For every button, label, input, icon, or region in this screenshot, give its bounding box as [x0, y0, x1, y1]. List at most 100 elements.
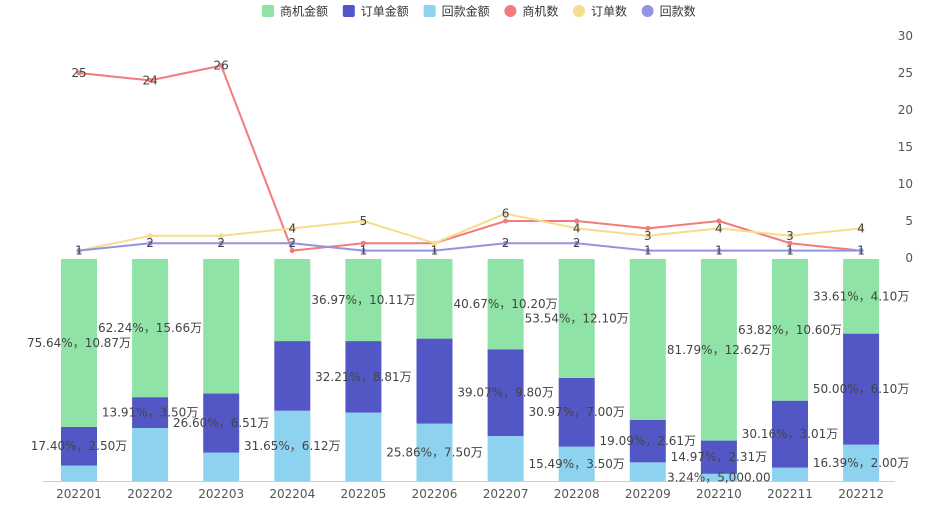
bar-segment — [487, 436, 524, 481]
line-point — [289, 240, 295, 246]
line-point — [360, 248, 366, 254]
line-point — [574, 225, 580, 231]
line-point — [645, 248, 651, 254]
line-point — [574, 218, 580, 224]
bar-data-label: 16.39%，2.00万 — [813, 456, 909, 470]
line-point — [716, 248, 722, 254]
line-data-label: 4 — [715, 221, 723, 235]
line-data-label: 6 — [502, 207, 510, 221]
x-tick-label: 202202 — [127, 487, 173, 501]
bar-data-label: 32.21%，8.81万 — [315, 370, 411, 384]
line-data-label: 26 — [214, 59, 229, 73]
legend-swatch — [262, 5, 274, 17]
line-point — [645, 233, 651, 239]
bar-segment — [487, 349, 524, 437]
legend-item[interactable]: 订单金额 — [342, 4, 409, 19]
line-data-label: 3 — [644, 229, 652, 243]
bar-segment — [345, 412, 382, 481]
line-point — [360, 218, 366, 224]
y-tick-label: 30 — [898, 29, 913, 43]
legend-label: 订单数 — [591, 4, 627, 19]
data-labels: 17.40%，2.50万 75.64%，10.87万 13.91%，3.50万 62.… — [27, 59, 909, 485]
line-point — [858, 225, 864, 231]
y-tick-label: 0 — [905, 251, 913, 265]
line-data-label: 4 — [857, 221, 865, 235]
line-point — [716, 225, 722, 231]
line-point — [147, 77, 153, 83]
legend-item[interactable]: 回款数 — [641, 4, 696, 19]
line-point — [76, 70, 82, 76]
line-data-label: 1 — [857, 244, 865, 258]
legend-label: 商机数 — [522, 4, 558, 19]
line-data-label: 24 — [142, 73, 157, 87]
line-point — [218, 63, 224, 69]
line-point — [218, 240, 224, 246]
line-data-label: 2 — [502, 236, 510, 250]
x-tick-label: 202201 — [56, 487, 102, 501]
line-point — [503, 218, 509, 224]
bar-segment — [274, 341, 311, 411]
legend-item[interactable]: 商机数 — [504, 4, 558, 19]
legend-label: 商机金额 — [280, 4, 328, 19]
line-point — [858, 248, 864, 254]
bar-data-label: 14.97%，2.31万 — [671, 450, 767, 464]
bar-segment — [345, 341, 382, 413]
line-1-path — [78, 64, 862, 252]
bar-data-label: 26.60%，6.51万 — [173, 416, 269, 430]
bar-data-label: 25.86%，7.50万 — [386, 445, 482, 459]
line-data-label: 2 — [146, 236, 154, 250]
stacked-bars — [61, 259, 880, 481]
y-tick-label: 25 — [898, 66, 913, 80]
line-point — [360, 240, 366, 246]
line-data-label: 1 — [75, 244, 83, 258]
line-data-label: 1 — [360, 244, 368, 258]
bar-segment — [843, 444, 880, 481]
legend-swatch — [573, 5, 585, 17]
bar-segment — [416, 338, 453, 424]
legend-item[interactable]: 商机金额 — [262, 4, 328, 19]
bar-segment — [61, 465, 97, 481]
line-2-path — [78, 212, 862, 252]
legend[interactable]: 商机金额 订单金额 回款金额 商机数 订单数 回款数 — [262, 4, 696, 19]
legend-item[interactable]: 回款金额 — [423, 4, 490, 19]
line-data-label: 1 — [715, 244, 723, 258]
bar-segment — [629, 419, 666, 463]
line-data-label: 4 — [573, 221, 581, 235]
bar-segment — [629, 259, 666, 420]
line-data-label: 2 — [217, 236, 225, 250]
bar-segment — [203, 452, 240, 481]
legend-swatch — [641, 5, 654, 17]
bar-data-label: 33.61%，4.10万 — [813, 289, 909, 303]
x-tick-label: 202206 — [412, 487, 458, 501]
bar-data-label: 40.67%，10.20万 — [454, 297, 558, 311]
x-axis: 202201 202202 202203 202204 202205 202206 2022… — [43, 481, 895, 501]
bar-segment — [203, 259, 240, 394]
legend-swatch — [342, 5, 355, 17]
line-point — [503, 211, 509, 217]
legend-swatch — [504, 5, 517, 17]
x-tick-label: 202208 — [554, 487, 600, 501]
bar-segment — [772, 259, 808, 401]
line-3-path — [78, 242, 862, 252]
line-data-label: 1 — [786, 244, 794, 258]
x-tick-label: 202210 — [696, 487, 742, 501]
line-point — [503, 240, 509, 246]
bar-data-label: 50.00%，6.10万 — [813, 382, 909, 396]
line-data-label: 5 — [360, 214, 368, 228]
line-point — [787, 233, 793, 239]
bar-segment — [132, 428, 169, 481]
y-tick-label: 20 — [898, 103, 913, 117]
legend-item[interactable]: 订单数 — [573, 4, 627, 19]
bar-data-label: 62.24%，15.66万 — [98, 321, 202, 335]
line-data-label: 2 — [573, 236, 581, 250]
bar-segment — [558, 259, 595, 378]
line-point — [432, 248, 437, 254]
bar-segment — [629, 462, 666, 481]
y-tick-label: 15 — [898, 140, 913, 154]
bar-segment — [843, 333, 880, 445]
bar-segment — [61, 259, 97, 427]
bar-segment — [61, 426, 97, 466]
line-point — [147, 240, 153, 246]
bar-data-label: 13.91%，3.50万 — [102, 406, 198, 420]
